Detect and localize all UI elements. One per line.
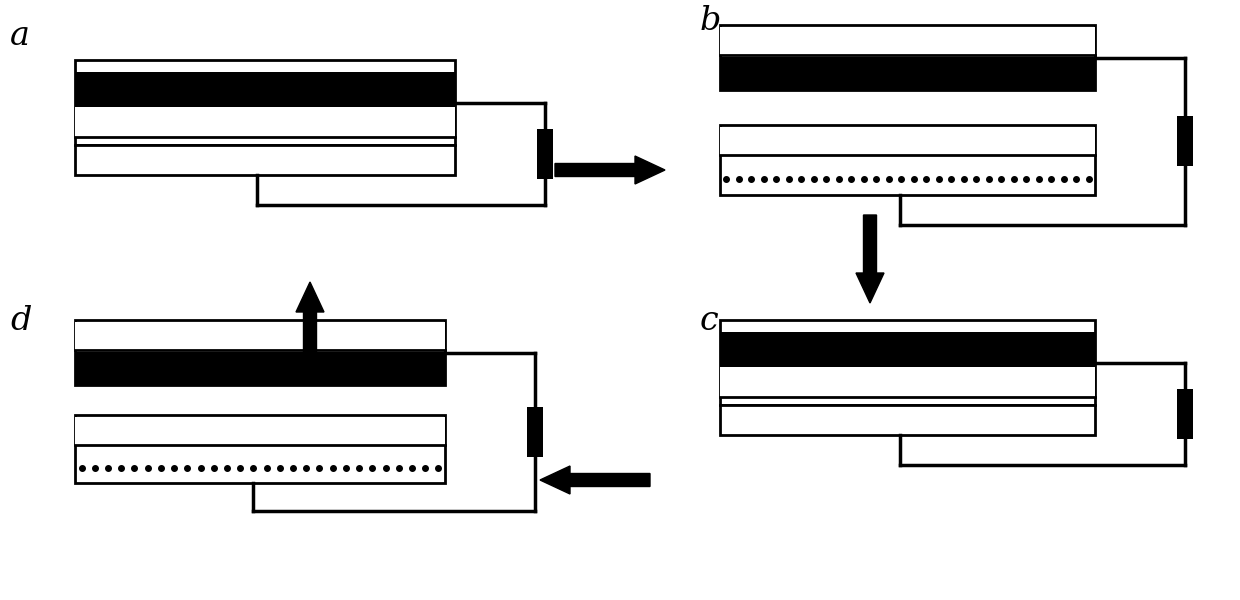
Bar [537,129,553,179]
Bar [720,125,1095,195]
Text: a: a [10,20,30,52]
Bar [74,352,445,385]
Bar [74,72,455,107]
Bar [74,145,455,175]
FancyArrow shape [556,156,665,184]
Bar [74,60,455,145]
Bar [720,405,1095,435]
Text: b: b [701,5,722,37]
Text: d: d [10,305,31,337]
Bar [74,415,445,483]
Bar [74,320,445,385]
FancyArrow shape [296,282,324,370]
FancyArrow shape [539,466,650,494]
Bar [74,417,445,445]
Bar [720,25,1095,90]
Bar [74,322,445,350]
Bar [1177,116,1193,166]
Bar [720,27,1095,55]
Bar [720,367,1095,397]
Bar [720,320,1095,405]
Bar [1177,389,1193,439]
Bar [74,107,455,137]
Text: c: c [701,305,719,337]
Bar [720,57,1095,90]
Bar [720,127,1095,155]
Bar [720,332,1095,367]
Bar [527,407,543,457]
FancyArrow shape [856,215,884,303]
